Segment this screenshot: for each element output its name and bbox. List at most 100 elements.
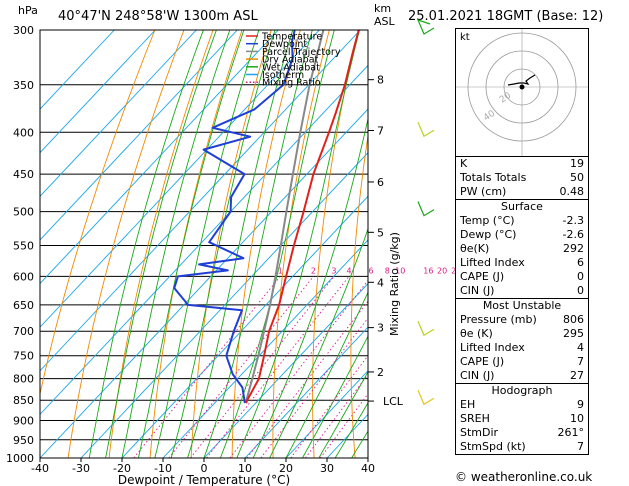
pressure-tick-label: 550 bbox=[13, 239, 34, 252]
pressure-tick-label: 350 bbox=[13, 79, 34, 92]
isotherm-line bbox=[40, 108, 368, 458]
pressure-tick-label: 450 bbox=[13, 168, 34, 181]
mixing-ratio-line bbox=[229, 279, 368, 458]
hodograph-panel: kt 20 40 bbox=[455, 28, 589, 162]
isotherm-line bbox=[162, 239, 368, 458]
surface-section: Surface Temp (°C) -2.3 Dewp (°C) -2.6 θe(K… bbox=[456, 199, 588, 298]
wet-adiabat-line bbox=[252, 117, 368, 458]
mixing-ratio-label: 1 bbox=[278, 266, 283, 275]
wet-adiabat-line bbox=[269, 227, 368, 458]
hodograph-row: SREH 10 bbox=[460, 412, 584, 425]
surface-row: Lifted Index 6 bbox=[460, 256, 584, 269]
parcel-trajectory-line bbox=[245, 30, 325, 404]
surface-row: Temp (°C) -2.3 bbox=[460, 214, 584, 227]
legend-label: Temperature bbox=[261, 32, 322, 43]
mixing-ratio-label: 3 bbox=[331, 266, 336, 275]
wet-adiabat-line bbox=[302, 335, 368, 458]
pressure-tick-label: 850 bbox=[13, 394, 34, 407]
dry-adiabat-line bbox=[108, 30, 214, 458]
hodograph-table-section: Hodograph EH 9 SREH 10 StmDir 261° StmSpd (… bbox=[456, 383, 588, 454]
mixing-ratio-line bbox=[168, 276, 314, 458]
index-row-k: K 19 bbox=[460, 157, 584, 170]
km-tick-label: 8 bbox=[377, 74, 384, 87]
isotherm-line bbox=[40, 64, 368, 416]
dry-adiabat-line bbox=[620, 30, 629, 458]
x-tick-label: 30 bbox=[320, 462, 334, 475]
wet-adiabat-line bbox=[318, 371, 368, 458]
index-row-totals: Totals Totals 50 bbox=[460, 171, 584, 184]
wind-barb bbox=[417, 19, 435, 35]
isotherm-line bbox=[40, 30, 320, 328]
x-tick-label: -30 bbox=[72, 462, 90, 475]
km-tick-label: 2 bbox=[377, 366, 384, 379]
dry-adiabat-line bbox=[67, 30, 185, 458]
mixing-ratio-label: 10 bbox=[395, 266, 405, 275]
pressure-tick-label: 700 bbox=[13, 325, 34, 338]
legend-label: Wet Adiabat bbox=[262, 62, 320, 73]
most-unstable-row: Lifted Index 4 bbox=[460, 341, 584, 354]
legend-label: Dry Adiabat bbox=[262, 55, 319, 66]
mixing-ratio-label: 8 bbox=[385, 266, 390, 275]
wet-adiabat-line bbox=[334, 402, 368, 458]
surface-row: θe(K) 292 bbox=[460, 242, 584, 255]
x-tick-label: 10 bbox=[238, 462, 252, 475]
isotherm-line bbox=[40, 30, 279, 285]
hodograph-plot: kt 20 40 bbox=[456, 29, 588, 161]
pressure-tick-label: 500 bbox=[13, 206, 34, 219]
mixing-ratio-line bbox=[206, 276, 350, 458]
wet-adiabat-line bbox=[121, 30, 231, 458]
km-tick-label: LCL bbox=[383, 395, 404, 408]
dewpoint-line bbox=[173, 30, 296, 404]
wet-adiabat-line bbox=[170, 30, 276, 458]
mixing-ratio-label: 16 bbox=[423, 266, 433, 275]
hodograph-storm-motion bbox=[519, 84, 525, 90]
hpa-label: hPa bbox=[18, 4, 38, 17]
hodograph-row: EH 9 bbox=[460, 398, 584, 411]
hodograph-row: StmDir 261° bbox=[460, 426, 584, 439]
km-tick-label: 5 bbox=[377, 226, 384, 239]
wet-adiabat-line bbox=[137, 30, 245, 458]
wet-adiabat-line bbox=[236, 30, 360, 458]
isotherm-line bbox=[244, 326, 368, 458]
hodograph-table-title: Hodograph bbox=[491, 384, 553, 397]
x-tick-label: 0 bbox=[201, 462, 208, 475]
plot-area bbox=[40, 30, 368, 458]
wind-barb bbox=[417, 122, 435, 138]
pressure-tick-label: 800 bbox=[13, 373, 34, 386]
wind-barb-flag bbox=[417, 19, 431, 25]
hodograph-trace bbox=[507, 74, 536, 86]
dry-adiabat-line bbox=[231, 30, 301, 458]
dry-adiabat-line bbox=[149, 30, 243, 458]
most-unstable-section: Most Unstable Pressure (mb) 806 θe (K) 295… bbox=[456, 298, 588, 383]
x-tick-label: -10 bbox=[154, 462, 172, 475]
wet-adiabat-line bbox=[88, 30, 204, 458]
km-tick-label: 7 bbox=[377, 124, 384, 137]
km-tick-label: 4 bbox=[377, 276, 384, 289]
isotherm-line bbox=[80, 152, 368, 458]
x-tick-label: -20 bbox=[113, 462, 131, 475]
dry-adiabat-line bbox=[589, 30, 629, 458]
most-unstable-row: CAPE (J) 7 bbox=[460, 355, 584, 368]
wind-barb bbox=[417, 320, 435, 337]
most-unstable-title: Most Unstable bbox=[482, 299, 562, 312]
mixing-ratio-label: 6 bbox=[369, 266, 374, 275]
most-unstable-row: CIN (J) 27 bbox=[460, 369, 584, 382]
dry-adiabat-line bbox=[350, 132, 368, 458]
pressure-tick-label: 300 bbox=[13, 24, 34, 37]
most-unstable-row: Pressure (mb) 806 bbox=[460, 313, 584, 326]
mixing-ratio-label: 20 bbox=[437, 266, 447, 275]
isotherm-line bbox=[285, 370, 368, 458]
isotherm-line bbox=[40, 30, 238, 241]
surface-row: Dewp (°C) -2.6 bbox=[460, 228, 584, 241]
pressure-tick-label: 900 bbox=[13, 415, 34, 428]
isotherm-line bbox=[40, 30, 115, 110]
x-tick-label: 40 bbox=[361, 462, 375, 475]
pressure-tick-label: 600 bbox=[13, 270, 34, 283]
mixing-ratio-label: 4 bbox=[346, 266, 351, 275]
legend-label: Parcel Trajectory bbox=[262, 47, 341, 58]
temperature-line bbox=[245, 30, 360, 404]
hodograph-ring-label-20: 20 bbox=[498, 91, 513, 106]
wet-adiabat-line bbox=[105, 30, 217, 458]
dry-adiabat-line bbox=[40, 30, 156, 396]
